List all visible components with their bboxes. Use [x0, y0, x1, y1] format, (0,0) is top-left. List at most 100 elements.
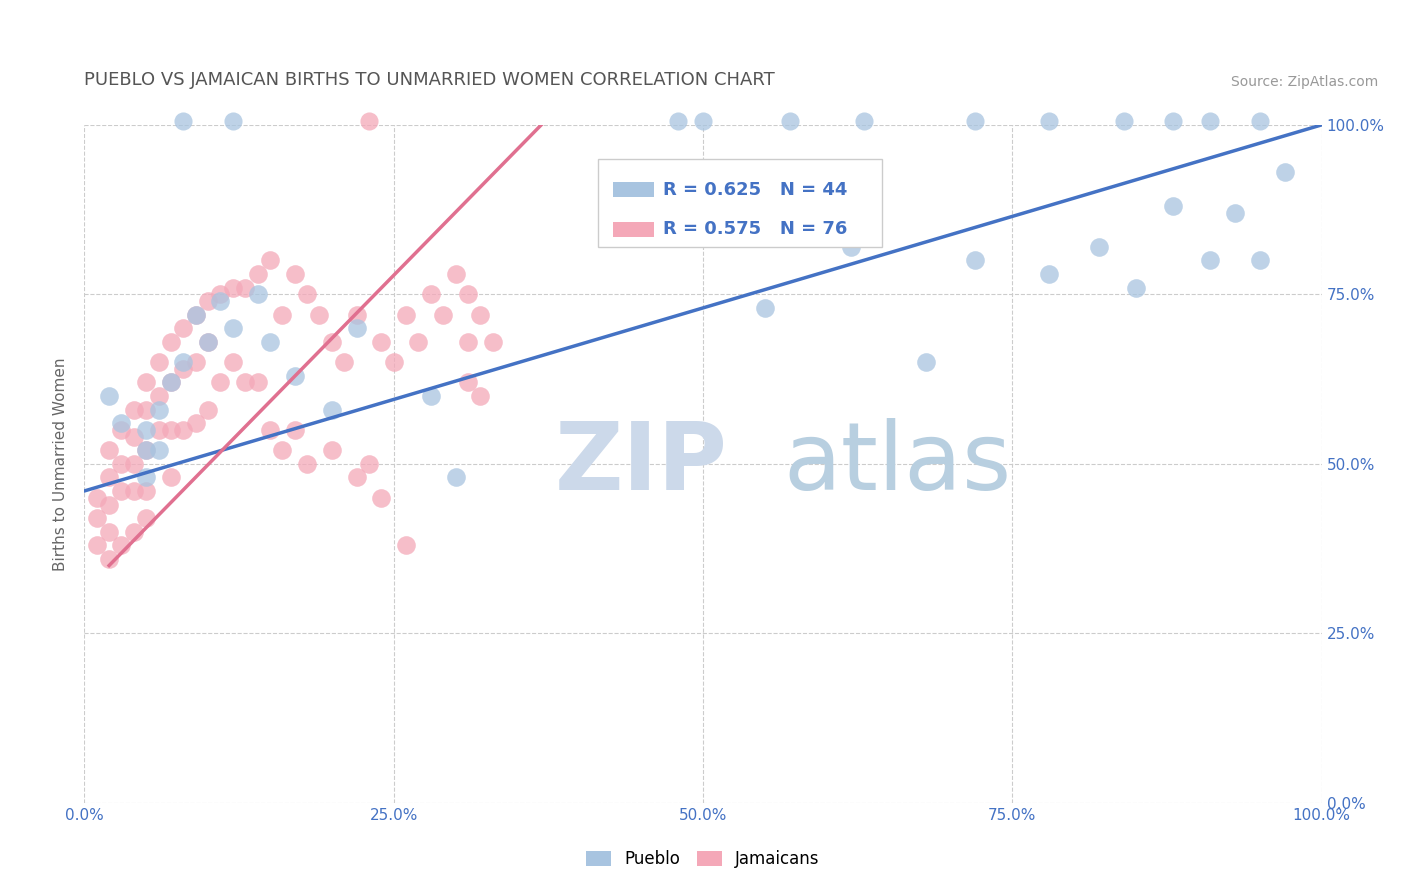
Point — [160, 423, 183, 437]
Point — [148, 355, 170, 369]
Point — [321, 402, 343, 417]
Point — [1038, 267, 1060, 281]
Point — [160, 376, 183, 390]
Point — [184, 416, 207, 430]
Point — [148, 389, 170, 403]
Point — [110, 416, 132, 430]
Point — [122, 483, 145, 498]
Point — [135, 511, 157, 525]
Point — [122, 457, 145, 471]
Point — [346, 321, 368, 335]
Point — [470, 308, 492, 322]
Legend: Pueblo, Jamaicans: Pueblo, Jamaicans — [579, 844, 827, 875]
Point — [86, 511, 108, 525]
Point — [444, 267, 467, 281]
Point — [395, 538, 418, 552]
Point — [98, 389, 121, 403]
Point — [98, 524, 121, 539]
Point — [209, 287, 232, 301]
Point — [184, 308, 207, 322]
Point — [271, 308, 294, 322]
Point — [148, 402, 170, 417]
Point — [86, 538, 108, 552]
Point — [1274, 165, 1296, 179]
Point — [333, 355, 356, 369]
Point — [148, 443, 170, 458]
Point — [965, 114, 987, 128]
Point — [754, 301, 776, 315]
Point — [852, 114, 875, 128]
Point — [233, 280, 256, 294]
Point — [321, 334, 343, 349]
Point — [259, 334, 281, 349]
Point — [246, 287, 269, 301]
Point — [259, 423, 281, 437]
Point — [284, 267, 307, 281]
Point — [172, 355, 194, 369]
Point — [370, 491, 392, 505]
Point — [110, 538, 132, 552]
Point — [222, 114, 245, 128]
Point — [184, 308, 207, 322]
Point — [295, 457, 318, 471]
Point — [98, 470, 121, 484]
Point — [346, 308, 368, 322]
Point — [1161, 199, 1184, 213]
Point — [222, 321, 245, 335]
FancyBboxPatch shape — [613, 222, 654, 236]
Point — [135, 443, 157, 458]
Point — [457, 334, 479, 349]
Point — [457, 376, 479, 390]
Point — [914, 355, 936, 369]
Point — [295, 287, 318, 301]
Point — [841, 240, 863, 254]
Point — [357, 114, 380, 128]
Point — [98, 498, 121, 512]
Point — [246, 376, 269, 390]
Text: R = 0.575   N = 76: R = 0.575 N = 76 — [664, 220, 848, 238]
Text: PUEBLO VS JAMAICAN BIRTHS TO UNMARRIED WOMEN CORRELATION CHART: PUEBLO VS JAMAICAN BIRTHS TO UNMARRIED W… — [84, 71, 775, 89]
Point — [1161, 114, 1184, 128]
Point — [233, 376, 256, 390]
Point — [1249, 114, 1271, 128]
Text: ZIP: ZIP — [554, 417, 727, 510]
Point — [110, 423, 132, 437]
Text: R = 0.625   N = 44: R = 0.625 N = 44 — [664, 180, 848, 199]
Point — [284, 423, 307, 437]
Point — [135, 423, 157, 437]
Point — [122, 402, 145, 417]
Point — [197, 334, 219, 349]
Point — [135, 443, 157, 458]
Point — [98, 551, 121, 566]
Point — [222, 355, 245, 369]
Point — [259, 253, 281, 268]
Point — [222, 280, 245, 294]
Point — [172, 321, 194, 335]
Point — [110, 483, 132, 498]
Point — [432, 308, 454, 322]
Point — [172, 423, 194, 437]
Point — [419, 389, 441, 403]
Point — [444, 470, 467, 484]
Point — [370, 334, 392, 349]
Point — [408, 334, 430, 349]
Text: Source: ZipAtlas.com: Source: ZipAtlas.com — [1230, 75, 1378, 89]
Point — [148, 423, 170, 437]
Point — [779, 114, 801, 128]
Point — [197, 402, 219, 417]
Point — [98, 443, 121, 458]
Point — [1088, 240, 1111, 254]
Point — [1112, 114, 1135, 128]
Point — [122, 430, 145, 444]
Point — [382, 355, 405, 369]
Point — [135, 470, 157, 484]
Point — [1038, 114, 1060, 128]
Point — [1125, 280, 1147, 294]
Point — [357, 457, 380, 471]
Point — [457, 287, 479, 301]
Point — [321, 443, 343, 458]
Point — [160, 376, 183, 390]
Point — [172, 114, 194, 128]
Point — [184, 355, 207, 369]
Point — [1223, 206, 1246, 220]
